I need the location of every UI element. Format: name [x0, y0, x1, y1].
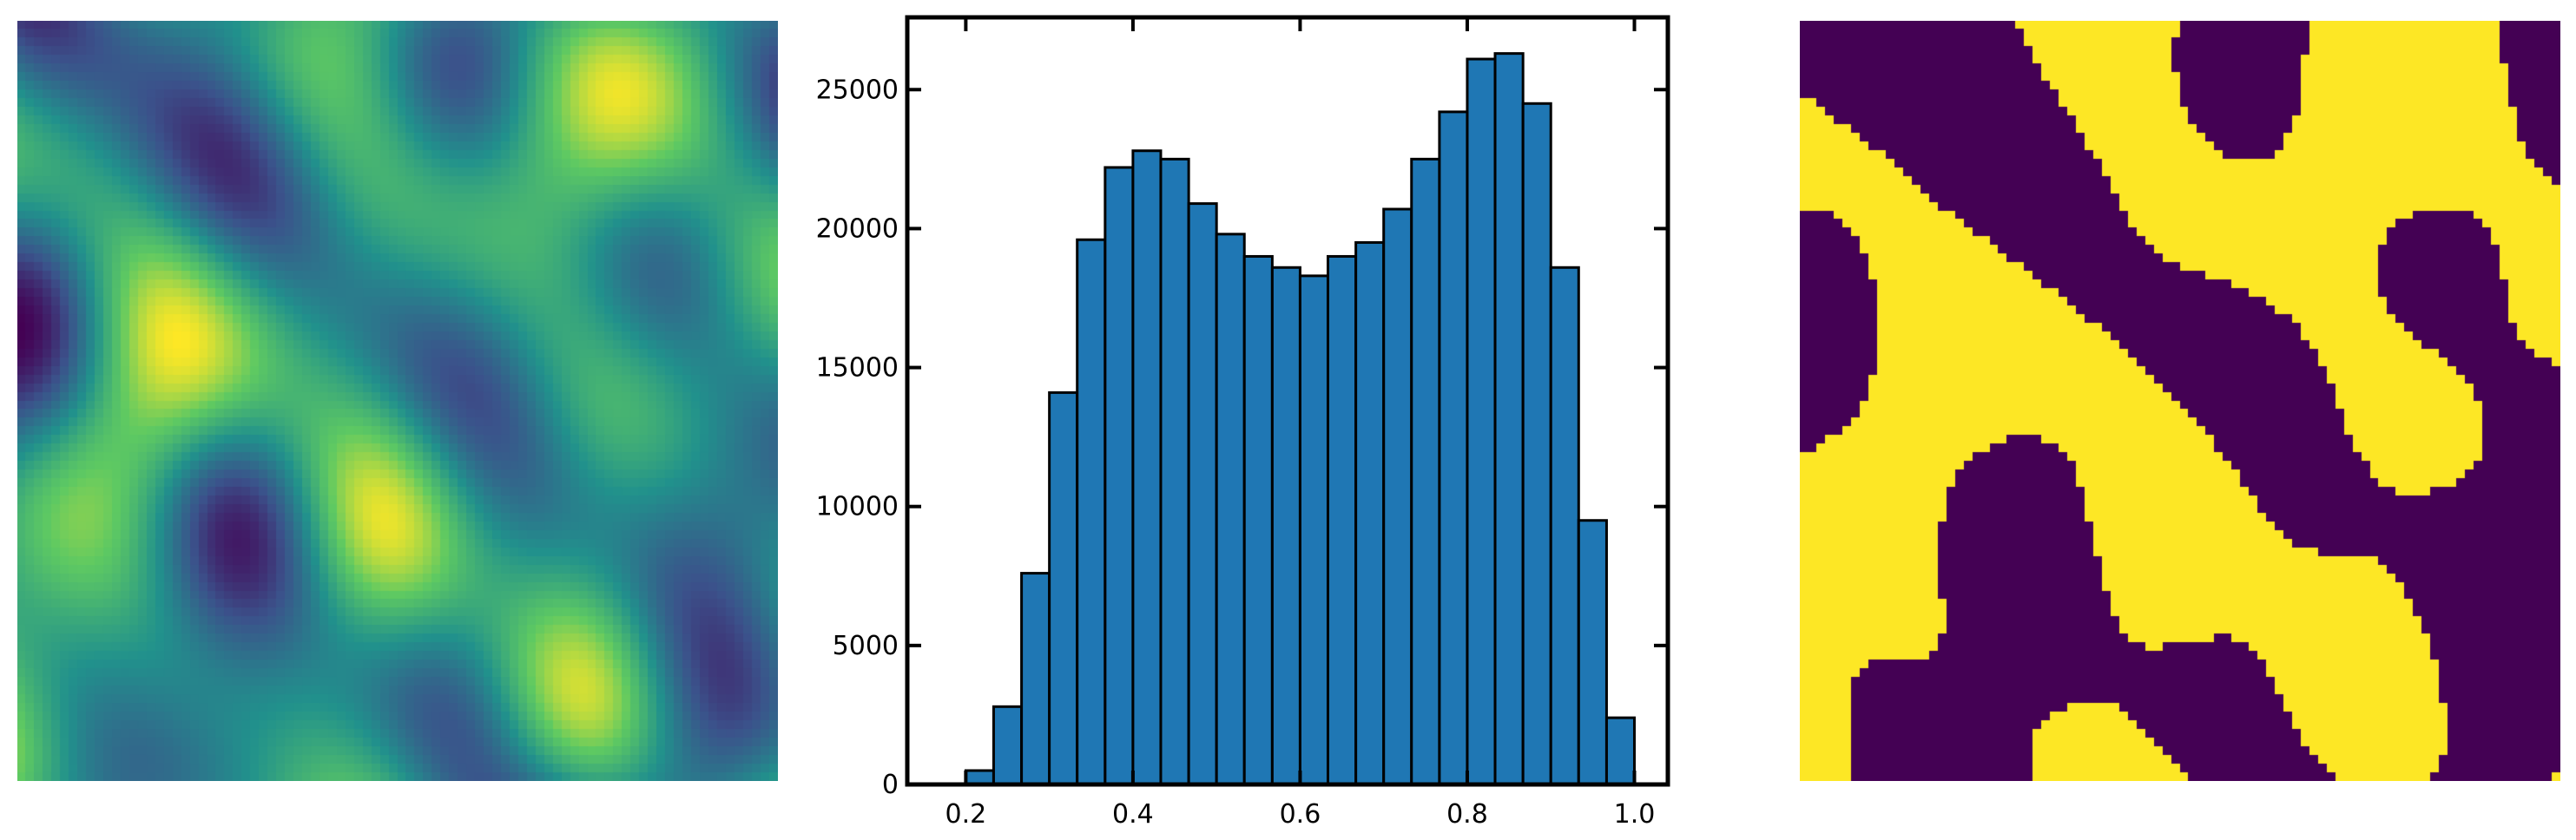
y-tick-label: 0	[882, 770, 899, 800]
y-tick-labels: 0 5000 10000 15000 20000 25000	[816, 75, 899, 800]
histogram-bar	[1354, 240, 1386, 786]
histogram-bar	[1438, 110, 1469, 786]
histogram-bar	[1382, 207, 1413, 786]
y-tick-label: 15000	[816, 353, 899, 384]
y-tick-label: 20000	[816, 213, 899, 244]
histogram-bar	[1048, 390, 1079, 786]
x-tick-labels: 0.2 0.4 0.6 0.8 1.0	[945, 799, 1656, 830]
thresholded-binary-image	[1800, 21, 2560, 781]
x-tick-label: 0.2	[945, 799, 987, 830]
histogram-bar	[1187, 202, 1218, 786]
histogram-bar	[1604, 716, 1636, 786]
plot-frame	[905, 15, 1670, 787]
continuous-field-image	[17, 21, 778, 781]
x-tick-label: 0.6	[1280, 799, 1321, 830]
x-tick-label: 1.0	[1614, 799, 1656, 830]
histogram-bar	[1242, 254, 1274, 786]
y-tick-label: 5000	[833, 631, 899, 661]
histogram-axes	[905, 15, 1670, 787]
histogram-bar	[1466, 57, 1497, 786]
histogram-bar	[1493, 52, 1525, 786]
histogram-bar	[1215, 233, 1246, 786]
histogram-bar	[1076, 238, 1107, 786]
histogram-bar	[1270, 266, 1301, 786]
histogram-bar	[1410, 157, 1441, 786]
x-tick-label: 0.8	[1446, 799, 1488, 830]
histogram-bar	[1131, 149, 1163, 786]
histogram-bar	[1326, 254, 1358, 786]
histogram-bar	[1577, 519, 1608, 786]
histogram-bar	[1521, 102, 1552, 786]
histogram-bar	[1104, 166, 1135, 786]
histogram-bar	[992, 705, 1024, 786]
histogram-bar	[1298, 274, 1329, 786]
histogram-bar	[1020, 572, 1051, 786]
histogram-bars	[964, 52, 1636, 786]
histogram-bar	[1159, 157, 1190, 786]
y-tick-label: 10000	[816, 492, 899, 522]
histogram-bar	[1549, 266, 1580, 786]
y-tick-label: 25000	[816, 75, 899, 105]
x-tick-label: 0.4	[1112, 799, 1154, 830]
